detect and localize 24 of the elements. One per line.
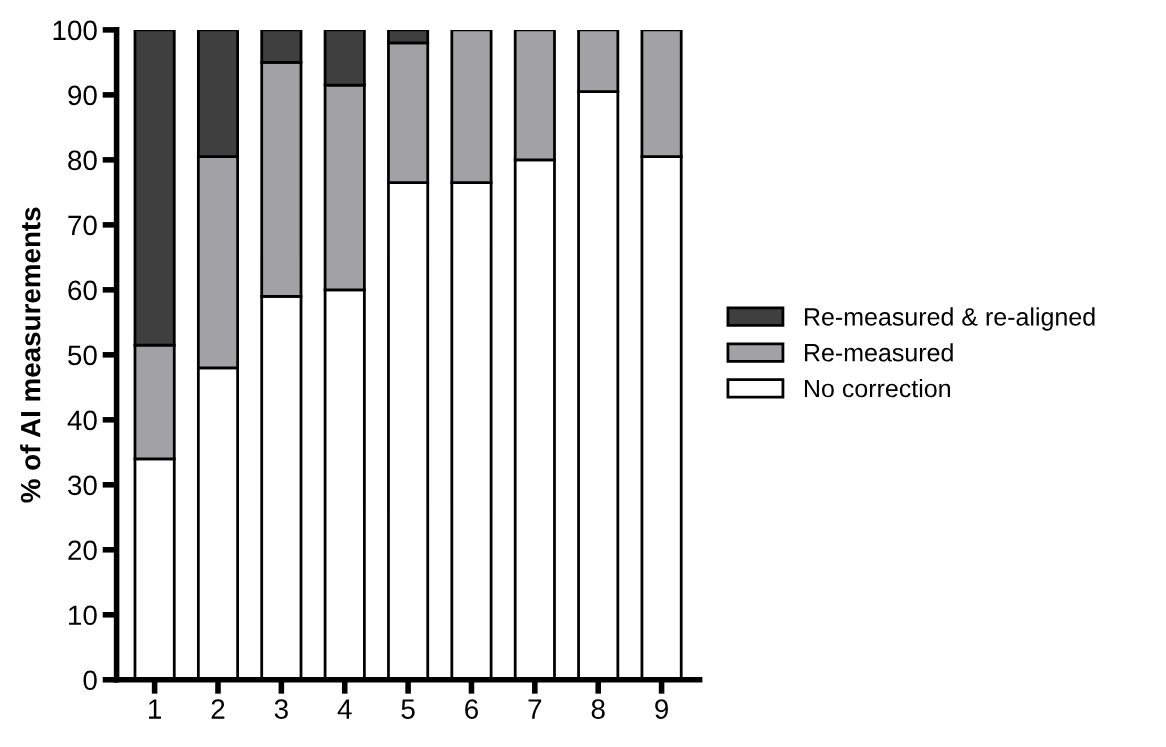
y-tick-label: 80: [68, 150, 97, 171]
x-tick-label: 4: [337, 699, 352, 719]
y-tick-label: 20: [68, 540, 97, 561]
y-tick-label: 60: [68, 280, 97, 301]
legend-label: Re-measured: [804, 343, 953, 362]
y-tick-label: 10: [69, 605, 97, 626]
legend-label: Re-measured & re-aligned: [804, 307, 1095, 331]
x-tick-label: 3: [274, 699, 288, 719]
x-tick-label: 7: [528, 699, 542, 719]
x-tick-label: 2: [211, 699, 225, 719]
y-tick-label: 40: [67, 410, 97, 431]
legend-label: No correction: [804, 378, 950, 398]
x-tick-label: 5: [401, 699, 415, 719]
x-tick-label: 8: [591, 699, 605, 719]
y-tick-label: 30: [68, 475, 97, 496]
x-tick-label: 6: [465, 699, 478, 719]
x-tick-label: 9: [655, 699, 668, 719]
x-tick-label: 1: [149, 699, 161, 719]
y-tick-label: 70: [68, 215, 97, 236]
y-tick-label: 0: [83, 670, 97, 691]
y-tick-label: 50: [68, 345, 97, 366]
y-tick-label: 100: [53, 20, 97, 41]
y-axis-title: % of AI measurements: [20, 207, 41, 503]
y-tick-label: 90: [68, 85, 97, 106]
